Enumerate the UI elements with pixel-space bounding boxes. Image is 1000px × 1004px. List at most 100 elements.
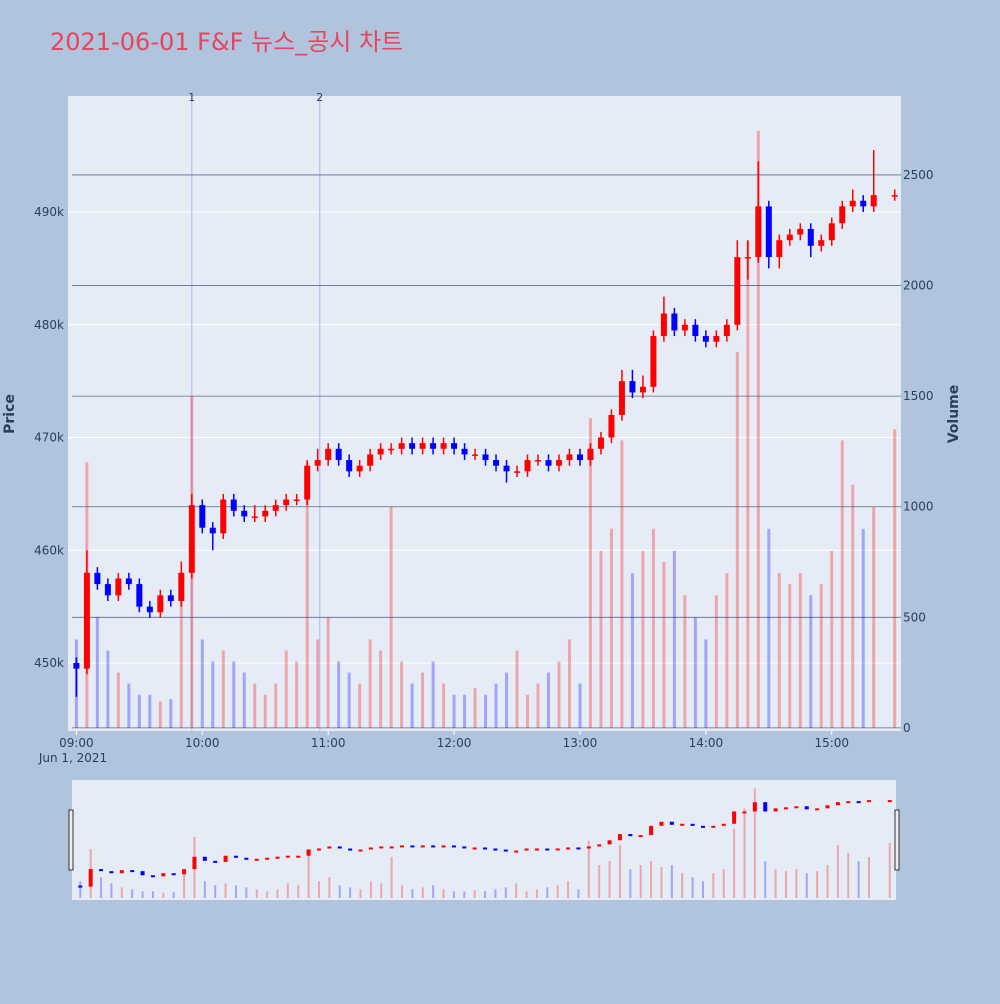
- slider-candle: [462, 846, 467, 849]
- candle-body: [797, 228, 804, 235]
- slider-candle: [690, 823, 695, 826]
- candle-body: [639, 386, 646, 393]
- volume-bar: [473, 688, 477, 728]
- slider-volume-bar: [224, 883, 227, 898]
- slider-candle: [773, 808, 778, 812]
- volume-bar: [735, 351, 739, 728]
- candle-body: [115, 578, 122, 596]
- candle-body: [587, 448, 594, 461]
- slider-candle: [783, 807, 788, 810]
- candle-body: [209, 527, 216, 534]
- volume-bar: [137, 694, 141, 728]
- slider-candle: [721, 823, 726, 826]
- volume-bar: [463, 694, 467, 728]
- candle-body: [262, 510, 269, 517]
- y2-tick-label: 2000: [903, 279, 934, 293]
- slider-volume-bar: [162, 892, 165, 898]
- volume-bar: [536, 683, 540, 728]
- candle-body: [535, 460, 542, 462]
- volume-bar: [840, 440, 844, 728]
- slider-candle: [451, 845, 456, 848]
- candle-body: [765, 206, 772, 258]
- volume-bar: [798, 573, 802, 728]
- candle-body: [314, 460, 321, 466]
- slider-candle: [503, 849, 508, 852]
- candle-body: [482, 454, 489, 461]
- slider-volume-bar: [608, 861, 611, 898]
- volume-bar: [851, 484, 855, 728]
- volume-bar: [284, 650, 288, 728]
- slider-volume-bar: [618, 844, 621, 898]
- slider-volume-bar: [442, 889, 445, 898]
- volume-bar: [672, 550, 676, 728]
- slider-candle: [638, 835, 643, 838]
- candle-body: [94, 572, 101, 585]
- candle-body: [409, 443, 416, 449]
- candle-body: [440, 443, 447, 449]
- slider-candle: [441, 845, 446, 848]
- slider-volume-bar: [390, 857, 393, 898]
- slider-candle: [420, 845, 425, 848]
- volume-bar: [567, 639, 571, 728]
- slider-candle: [431, 845, 436, 848]
- candle-body: [671, 313, 678, 331]
- y2-tick-label: 1500: [903, 389, 934, 403]
- volume-bar: [421, 672, 425, 728]
- volume-bar: [232, 661, 236, 728]
- slider-volume-bar: [131, 889, 134, 898]
- candle-body: [335, 448, 342, 461]
- volume-bar: [221, 650, 225, 728]
- volume-bar: [546, 672, 550, 728]
- slider-candle: [358, 849, 363, 852]
- slider-handle[interactable]: [68, 809, 74, 871]
- candle-body: [178, 572, 185, 602]
- slider-handle[interactable]: [894, 809, 900, 871]
- candle-body: [356, 465, 363, 472]
- volume-bar: [431, 661, 435, 728]
- volume-bar: [651, 528, 655, 728]
- volume-bar: [505, 672, 509, 728]
- volume-bar: [704, 639, 708, 728]
- range-slider[interactable]: [72, 780, 896, 900]
- slider-candle: [99, 869, 104, 872]
- volume-bar: [578, 683, 582, 728]
- volume-bar: [368, 639, 372, 728]
- slider-volume-bar: [567, 881, 570, 898]
- volume-bar: [620, 440, 624, 728]
- volume-bar: [379, 650, 383, 728]
- slider-volume-bar: [234, 885, 237, 898]
- slider-volume-bar: [816, 871, 819, 898]
- slider-volume-bar: [556, 885, 559, 898]
- candle-body: [293, 499, 300, 502]
- volume-bar: [127, 683, 131, 728]
- slider-candle: [649, 825, 654, 836]
- slider-volume-bar: [650, 861, 653, 898]
- volume-bar: [263, 694, 267, 728]
- slider-candle: [285, 855, 290, 858]
- slider-candle: [607, 840, 612, 845]
- volume-bar: [326, 617, 330, 728]
- slider-volume-bar: [120, 887, 123, 898]
- slider-candle: [867, 800, 872, 803]
- volume-bar: [788, 584, 792, 728]
- candle-body: [807, 228, 814, 246]
- candle-body: [545, 460, 552, 466]
- slider-candle: [306, 849, 311, 856]
- candle-body: [597, 437, 604, 449]
- candle-body: [157, 595, 164, 613]
- volume-bar: [515, 650, 519, 728]
- x-date-label: Jun 1, 2021: [38, 751, 107, 765]
- slider-volume-bar: [266, 891, 269, 898]
- candle-body: [618, 381, 625, 415]
- slider-volume-bar: [712, 873, 715, 898]
- slider-volume-bar: [297, 885, 300, 898]
- volume-bar: [641, 550, 645, 728]
- candle-body: [251, 516, 258, 518]
- candle-body: [220, 499, 227, 534]
- volume-bar: [725, 573, 729, 728]
- y2-tick-label: 1000: [903, 500, 934, 514]
- candle-body: [891, 195, 898, 197]
- x-tick-label: 12:00: [437, 736, 472, 750]
- slider-candle: [794, 806, 799, 809]
- slider-volume-bar: [795, 869, 798, 898]
